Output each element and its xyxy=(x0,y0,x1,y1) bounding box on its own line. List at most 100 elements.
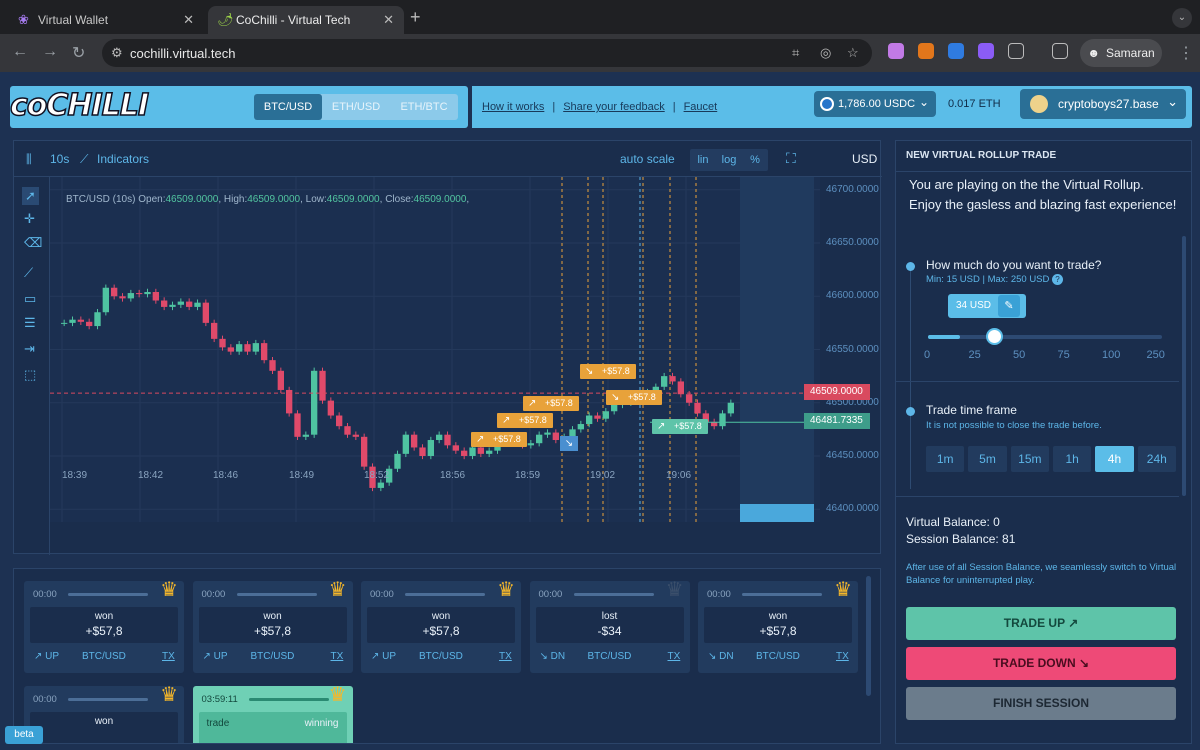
fullscreen-icon[interactable]: ⛶ xyxy=(786,150,796,166)
trade-pnl: +$57,8 xyxy=(759,624,797,638)
slider-handle[interactable] xyxy=(985,328,1003,345)
extension-k-icon[interactable] xyxy=(948,43,964,59)
tx-link[interactable]: TX xyxy=(330,651,344,662)
profile-name: Samaran xyxy=(1105,46,1155,60)
pair-tab-ethbtc[interactable]: ETH/BTC xyxy=(400,101,448,113)
interval-button[interactable]: 10s xyxy=(50,152,70,166)
crosshair-icon[interactable]: ✛ xyxy=(24,211,35,226)
scale-lin[interactable]: lin xyxy=(697,154,709,166)
timeframe-4h[interactable]: 4h xyxy=(1095,446,1134,472)
price-plot[interactable] xyxy=(50,177,820,522)
side-panel-icon[interactable] xyxy=(1052,43,1068,59)
tab-cochilli[interactable]: 🌶 CoChilli - Virtual Tech ✕ xyxy=(208,6,404,34)
panel-scrollbar[interactable] xyxy=(1182,236,1186,496)
trade-marker[interactable]: ↗ +$57.8 xyxy=(471,432,527,447)
pair-tab-btcusd[interactable]: BTC/USD xyxy=(254,94,322,120)
step-dot xyxy=(906,262,915,271)
eraser-icon[interactable]: ⌫ xyxy=(24,235,43,250)
candle-body xyxy=(119,296,126,299)
timeframe-24h[interactable]: 24h xyxy=(1137,446,1176,472)
trade-marker[interactable]: ↗ +$57.8 xyxy=(523,396,579,411)
trade-status: won xyxy=(431,611,451,622)
trade-card[interactable]: 00:00 ♛ won +$57,8 ↗ UP BTC/USD TX xyxy=(24,579,184,673)
trade-marker[interactable]: ↗ +$57.8 xyxy=(652,419,708,434)
amount-chip[interactable]: 34 USD ✎ xyxy=(948,294,1026,318)
cursor-icon[interactable]: ➚ xyxy=(22,187,39,205)
tab-search-icon[interactable]: ⌄ xyxy=(1172,8,1192,28)
timeframe-1m[interactable]: 1m xyxy=(926,446,965,472)
trade-marker-blue[interactable]: ↘ xyxy=(560,436,578,451)
new-tab-icon[interactable]: + xyxy=(410,7,421,27)
tx-link[interactable]: TX xyxy=(667,651,681,662)
trade-marker[interactable]: ↘ +$57.8 xyxy=(606,390,662,405)
zoom-region-icon[interactable]: ⬚ xyxy=(24,367,37,382)
amount-slider[interactable] xyxy=(928,328,1162,345)
tx-link[interactable]: TX xyxy=(162,651,175,662)
trade-card[interactable]: 00:00 ♛ lost -$34 ↘ DN BTC/USD TX xyxy=(529,579,690,673)
candle-body xyxy=(236,344,243,352)
trade-card[interactable]: 00:00 ♛ won +$57,8 ↗ UP BTC/USD TX xyxy=(192,579,353,673)
metamask-icon[interactable] xyxy=(918,43,934,59)
arrow-up-right-icon: ↗ xyxy=(476,434,485,445)
extension-purple-icon[interactable] xyxy=(978,43,994,59)
how-it-works-link[interactable]: How it works xyxy=(482,101,545,113)
candle-body xyxy=(169,304,176,307)
close-tab-icon[interactable]: ✕ xyxy=(383,12,394,27)
reload-icon[interactable]: ↻ xyxy=(72,45,86,62)
eye-off-icon[interactable]: ◎ xyxy=(820,45,832,60)
extensions-puzzle-icon[interactable] xyxy=(1008,43,1024,59)
timeframe-1h[interactable]: 1h xyxy=(1052,446,1092,472)
pair-tab-ethusd[interactable]: ETH/USD xyxy=(331,101,381,113)
trade-card[interactable]: 00:00 ♛ won +$57,8 ↗ UP BTC/USD TX xyxy=(361,579,521,673)
browser-menu-icon[interactable]: ⋮ xyxy=(1178,45,1194,62)
faucet-link[interactable]: Faucet xyxy=(683,101,718,113)
trade-card[interactable]: 00:00 ♛ won +$57,8 ↘ DN BTC/USD TX xyxy=(698,579,858,673)
pencil-icon[interactable]: ✎ xyxy=(998,295,1020,317)
back-icon[interactable]: ← xyxy=(12,43,28,60)
indicators-button[interactable]: Indicators xyxy=(97,152,150,166)
usdc-balance-dropdown[interactable]: 1,786.00 USDC ⌄ xyxy=(814,91,936,117)
trades-scrollbar[interactable] xyxy=(866,576,871,696)
trade-panel: NEW VIRTUAL ROLLUP TRADE You are playing… xyxy=(895,140,1192,744)
trade-direction: ↗ UP xyxy=(34,651,60,662)
site-info-icon[interactable]: ⚙ xyxy=(111,45,123,60)
candles-icon[interactable]: ⫼ xyxy=(26,152,32,166)
shapes-icon[interactable]: ▭ xyxy=(24,291,37,306)
scale-percent[interactable]: % xyxy=(750,154,760,166)
price-axis[interactable]: 46700.0000 46650.0000 46600.0000 46550.0000… xyxy=(820,177,882,522)
tx-link[interactable]: TX xyxy=(836,651,849,662)
info-icon[interactable]: ? xyxy=(1052,274,1064,285)
candle-body xyxy=(552,432,559,441)
tx-link[interactable]: TX xyxy=(499,651,512,662)
user-menu[interactable]: cryptoboys27.base ⌄ xyxy=(1020,89,1186,119)
trade-card[interactable]: 03:59:11 ♛ trade winning xyxy=(192,684,353,743)
bookmark-star-icon[interactable]: ☆ xyxy=(847,45,859,60)
profile-button[interactable]: ☻ Samaran xyxy=(1080,39,1162,67)
trade-direction: ↗ UP xyxy=(371,651,397,662)
usdc-balance: 1,786.00 USDC xyxy=(838,98,916,110)
trade-marker[interactable]: ↗ +$57.8 xyxy=(497,413,553,428)
lines-icon[interactable]: ☰ xyxy=(24,315,36,330)
translate-icon[interactable]: ⌗ xyxy=(792,45,800,60)
extension-pink-icon[interactable] xyxy=(888,43,904,59)
close-tab-icon[interactable]: ✕ xyxy=(183,12,194,27)
scale-log[interactable]: log xyxy=(721,154,737,166)
trade-marker[interactable]: ↘ +$57.8 xyxy=(580,364,636,379)
trade-pair: BTC/USD xyxy=(419,651,463,662)
timeframe-5m[interactable]: 5m xyxy=(968,446,1007,472)
timeframe-15m[interactable]: 15m xyxy=(1010,446,1049,472)
cochilli-logo[interactable]: coCHILLI xyxy=(9,87,150,124)
trade-card[interactable]: 00:00 ♛ won xyxy=(24,684,184,743)
trendline-icon[interactable]: ⟋ xyxy=(24,265,34,280)
measure-icon[interactable]: ⇥ xyxy=(24,341,35,356)
arrow-down-right-icon: ↘ xyxy=(611,392,620,403)
address-bar[interactable]: ⚙ cochilli.virtual.tech ⌗ ◎ ☆ xyxy=(102,39,872,67)
finish-session-button[interactable]: FINISH SESSION xyxy=(906,687,1176,720)
indicators-icon[interactable]: ⟋ xyxy=(80,152,89,166)
trade-up-button[interactable]: TRADE UP ↗ xyxy=(906,607,1176,640)
share-feedback-link[interactable]: Share your feedback xyxy=(563,101,665,113)
auto-scale-button[interactable]: auto scale xyxy=(620,152,675,166)
forward-icon[interactable]: → xyxy=(42,43,58,60)
tab-virtual-wallet[interactable]: ❀ Virtual Wallet ✕ xyxy=(8,6,204,34)
trade-down-button[interactable]: TRADE DOWN ↘ xyxy=(906,647,1176,680)
